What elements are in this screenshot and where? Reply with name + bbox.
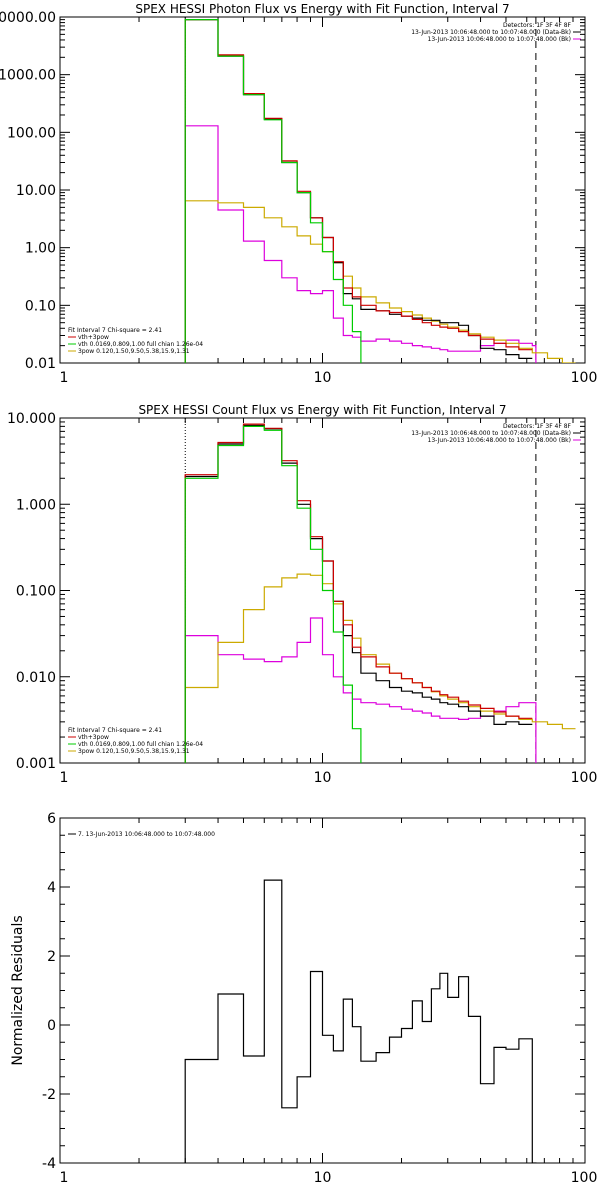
series-background-line — [184, 125, 537, 363]
y-tick-label: 0.01 — [25, 356, 56, 372]
chart-panel-2: SPEX HESSI Count Flux vs Energy with Fit… — [7, 403, 597, 786]
plot-frame — [59, 16, 586, 364]
y-tick-label: 1000.00 — [0, 68, 56, 84]
legend-right-entry: 13-Jun-2013 10:06:48.000 to 10:07:48.000… — [428, 437, 571, 444]
legend-left-entry: vth 0.0169,0.809,1.00 full chian 1.26e-0… — [78, 341, 203, 348]
chart-panel-3: 1 10 100 -4 -2 0 2 4 6 Normalized Residuals 7. 13-… — [10, 811, 597, 1186]
x-tick-label: 100 — [571, 370, 598, 386]
y-tick-label: -4 — [42, 1156, 56, 1172]
legend-left: Fit Interval 7 Chi-square = 2.41vth+3pow… — [68, 727, 203, 755]
y-tick-label: 0.100 — [16, 584, 56, 600]
x-tick-label: 100 — [571, 770, 598, 786]
series-3pow-line — [184, 573, 576, 763]
legend-right-entry: Detectors: 1F 3F 4F 8F — [503, 423, 572, 430]
legend-left: 7. 13-Jun-2013 10:06:48.000 to 10:07:48.… — [68, 831, 215, 838]
y-tick-label: 0.010 — [16, 670, 56, 686]
x-tick-label: 10 — [314, 370, 332, 386]
legend-left-entry: Fit Interval 7 Chi-square = 2.41 — [68, 727, 162, 734]
legend-right-entry: 13-Jun-2013 10:06:48.000 to 10:07:48.000… — [428, 36, 571, 43]
x-tick-label: 100 — [571, 1170, 598, 1186]
y-tick-label: 1.00 — [25, 241, 56, 257]
chart-title: SPEX HESSI Photon Flux vs Energy with Fi… — [135, 2, 509, 16]
y-axis-label: Normalized Residuals — [10, 915, 26, 1065]
series-3pow-line — [184, 200, 576, 363]
legend-right-entry: 13-Jun-2013 10:06:48.000 to 10:07:48.000… — [411, 29, 571, 36]
legend-left-entry: vth+3pow — [78, 334, 109, 341]
x-tick-label: 10 — [314, 1170, 332, 1186]
y-tick-label: 10.000 — [7, 411, 56, 427]
y-tick-label: 4 — [47, 880, 56, 896]
legend-left-entry: Fit Interval 7 Chi-square = 2.41 — [68, 327, 162, 334]
legend-left-entry: 3pow 0.120,1.50,9.50,5.38,15.9,1.31 — [78, 348, 190, 355]
series-data-line — [184, 879, 537, 1163]
x-tick-label: 1 — [60, 770, 69, 786]
y-tick-label: 6 — [47, 811, 56, 827]
x-tick-label: 1 — [60, 1170, 69, 1186]
x-tick-label: 10 — [314, 770, 332, 786]
legend-left-entry: vth+3pow — [78, 734, 109, 741]
legend-right-entry: Detectors: 1F 3F 4F 8F — [503, 22, 572, 29]
y-tick-label: 0 — [47, 1018, 56, 1034]
legend-right-entry: 13-Jun-2013 10:06:48.000 to 10:07:48.000… — [411, 430, 571, 437]
y-tick-label: 10000.00 — [0, 10, 56, 26]
legend-left: Fit Interval 7 Chi-square = 2.41vth+3pow… — [68, 327, 203, 355]
y-tick-label: -2 — [42, 1087, 56, 1103]
series-vth-line — [184, 19, 362, 363]
chart-title: SPEX HESSI Count Flux vs Energy with Fit… — [138, 403, 506, 417]
y-tick-label: 100.00 — [7, 125, 56, 141]
legend-left-entry: vth 0.0169,0.809,1.00 full chian 1.26e-0… — [78, 741, 203, 748]
y-tick-label: 2 — [47, 949, 56, 965]
y-tick-label: 10.00 — [16, 183, 56, 199]
y-tick-label: 1.000 — [16, 497, 56, 513]
series-vth-line — [184, 425, 362, 763]
chart-panel-1: SPEX HESSI Photon Flux vs Energy with Fi… — [0, 2, 597, 386]
x-tick-label: 1 — [60, 370, 69, 386]
series-data-line — [184, 424, 533, 763]
series-data-line — [184, 19, 533, 363]
y-tick-label: 0.001 — [16, 756, 56, 772]
legend-left-entry: 7. 13-Jun-2013 10:06:48.000 to 10:07:48.… — [78, 831, 215, 838]
legend-left-entry: 3pow 0.120,1.50,9.50,5.38,15.9,1.31 — [78, 748, 190, 755]
series-total_fit-line — [184, 19, 533, 363]
y-tick-label: 0.10 — [25, 298, 56, 314]
